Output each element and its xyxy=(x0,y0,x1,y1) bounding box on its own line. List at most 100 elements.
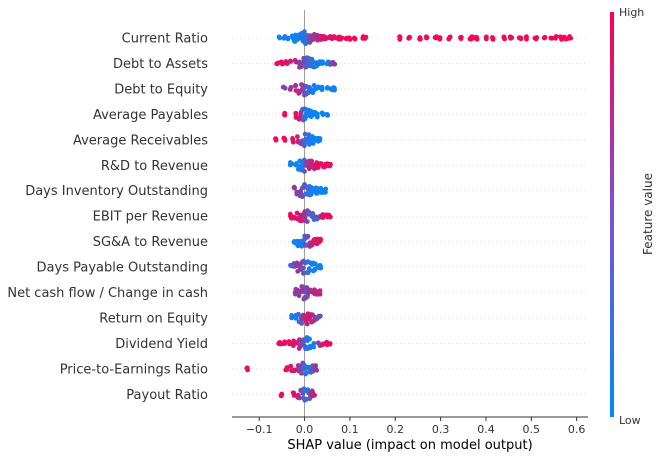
shap-point xyxy=(288,363,293,369)
shap-point xyxy=(325,112,331,118)
feature-label: EBIT per Revenue xyxy=(93,210,208,225)
feature-label: SG&A to Revenue xyxy=(93,235,208,250)
shap-point xyxy=(280,84,286,90)
shap-point xyxy=(301,29,307,35)
shap-point xyxy=(542,34,548,40)
shap-point xyxy=(317,313,323,319)
shap-point xyxy=(458,34,464,40)
shap-point xyxy=(326,214,331,220)
shap-point xyxy=(338,35,344,41)
shap-point xyxy=(297,395,303,401)
shap-point xyxy=(310,162,316,168)
shap-point xyxy=(296,116,302,122)
x-axis: −0.1 0.0 0.1 0.2 0.3 0.4 0.5 0.6 xyxy=(232,416,588,436)
shap-point xyxy=(278,393,284,398)
x-axis-title: SHAP value (impact on model output) xyxy=(287,438,532,453)
shap-point xyxy=(327,341,333,347)
shap-point xyxy=(300,284,306,290)
shap-point xyxy=(553,35,558,41)
x-tick-label: 0.6 xyxy=(568,423,586,436)
shap-point xyxy=(299,320,305,326)
x-tick-label: 0.4 xyxy=(477,423,495,436)
shap-point xyxy=(397,34,403,40)
shap-point xyxy=(285,36,291,42)
shap-point xyxy=(288,59,294,64)
shap-point xyxy=(490,35,496,41)
shap-point xyxy=(302,131,308,137)
shap-point xyxy=(296,311,301,317)
row-guide-lines xyxy=(232,37,588,395)
feature-label: Payout Ratio xyxy=(126,388,208,403)
shap-point xyxy=(362,35,368,40)
shap-point xyxy=(291,184,297,190)
shap-point xyxy=(316,239,322,245)
feature-labels: Current Ratio Debt to Assets Debt to Equit… xyxy=(7,32,208,403)
shap-point xyxy=(318,263,323,269)
shap-point xyxy=(509,35,515,41)
shap-point xyxy=(291,390,297,396)
x-tick-label: 0.3 xyxy=(432,423,450,436)
shap-point xyxy=(406,35,412,41)
feature-label: Price-to-Earnings Ratio xyxy=(60,362,208,377)
shap-point xyxy=(524,34,529,40)
feature-label: R&D to Revenue xyxy=(101,159,208,174)
shap-point xyxy=(308,191,314,197)
shap-point xyxy=(277,35,283,41)
shap-point xyxy=(437,35,443,41)
x-tick-label: 0.0 xyxy=(296,423,314,436)
x-tick-label: 0.5 xyxy=(523,423,541,436)
shap-point xyxy=(501,35,507,41)
shap-point xyxy=(305,387,311,393)
shap-point xyxy=(566,35,572,41)
shap-point xyxy=(548,35,554,41)
shap-point xyxy=(424,35,430,41)
colorbar-high-label: High xyxy=(619,6,644,19)
shap-point xyxy=(327,162,333,167)
shap-point xyxy=(299,218,305,224)
shap-point xyxy=(315,190,320,196)
shap-point xyxy=(315,340,321,346)
shap-point xyxy=(307,336,312,342)
feature-label: Net cash flow / Change in cash xyxy=(7,286,208,301)
shap-point xyxy=(245,367,251,373)
shap-point xyxy=(304,219,310,224)
shap-point xyxy=(295,88,301,94)
shap-point xyxy=(330,61,336,67)
shap-point xyxy=(313,366,319,372)
shap-point xyxy=(293,340,299,345)
shap-point xyxy=(290,136,295,141)
data-points xyxy=(244,29,574,403)
shap-point xyxy=(312,267,318,273)
shap-point xyxy=(320,342,325,348)
shap-point xyxy=(294,134,300,139)
feature-label: Days Inventory Outstanding xyxy=(25,184,208,199)
shap-point xyxy=(433,35,439,41)
shap-point xyxy=(323,189,328,195)
shap-point xyxy=(292,291,298,297)
feature-label: Debt to Equity xyxy=(114,82,208,97)
shap-point xyxy=(314,216,320,222)
shap-point xyxy=(312,261,318,267)
shap-point xyxy=(319,110,325,116)
shap-point xyxy=(483,34,489,40)
shap-point xyxy=(304,294,310,300)
shap-point xyxy=(293,82,299,88)
shap-point xyxy=(282,339,287,345)
feature-label: Days Payable Outstanding xyxy=(37,261,208,276)
shap-point xyxy=(474,36,480,42)
shap-point xyxy=(304,234,310,240)
feature-label: Dividend Yield xyxy=(115,337,208,352)
shap-point xyxy=(313,363,319,369)
shap-point xyxy=(302,168,307,174)
feature-label: Current Ratio xyxy=(122,32,208,47)
feature-label: Debt to Assets xyxy=(113,57,208,72)
shap-point xyxy=(286,339,292,345)
shap-point xyxy=(446,35,452,41)
shap-point xyxy=(317,288,323,294)
shap-point xyxy=(287,162,293,168)
x-tick-label: 0.1 xyxy=(341,423,359,436)
feature-label: Average Receivables xyxy=(73,133,208,148)
shap-point xyxy=(301,265,306,271)
shap-point xyxy=(279,59,284,65)
